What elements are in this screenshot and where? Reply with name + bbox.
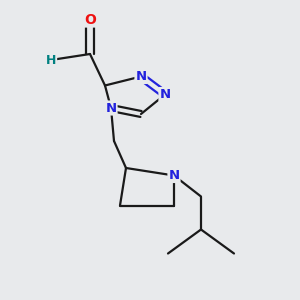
Text: H: H — [46, 53, 56, 67]
Text: N: N — [168, 169, 180, 182]
Text: N: N — [105, 101, 117, 115]
Text: N: N — [135, 70, 147, 83]
Text: O: O — [84, 13, 96, 26]
Text: N: N — [159, 88, 171, 101]
